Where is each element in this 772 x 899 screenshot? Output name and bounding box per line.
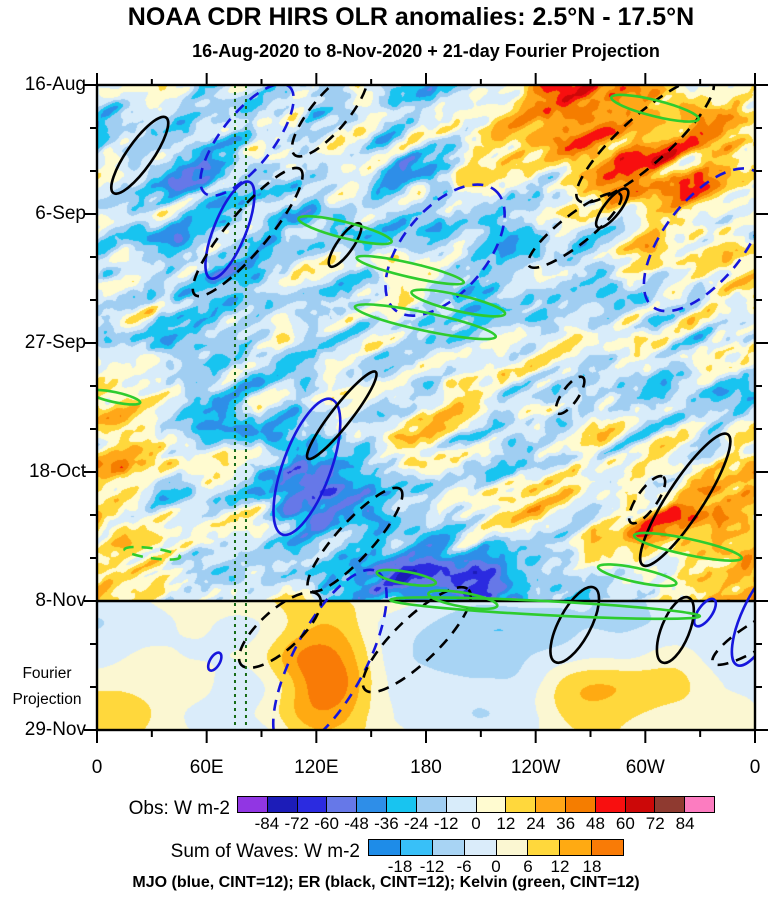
- colorbar-segment: [416, 797, 447, 812]
- sum-of-waves-colorbar: [368, 839, 624, 856]
- time-tick-label: 18-Oct: [28, 461, 86, 482]
- colorbar-tick-label: -36: [374, 814, 399, 833]
- colorbar-segment: [595, 797, 626, 812]
- colorbar-tick-label: -12: [433, 814, 459, 833]
- colorbar-segment: [536, 797, 566, 812]
- colorbar-tick-label: -72: [284, 814, 310, 833]
- colorbar-segment: [267, 797, 298, 812]
- colorbar-segment: [528, 840, 561, 855]
- chart-subtitle: 16-Aug-2020 to 8-Nov-2020 + 21-day Fouri…: [192, 41, 660, 61]
- colorbar-segment: [496, 840, 529, 855]
- colorbar-segment: [432, 840, 465, 855]
- time-tick-label: 8-Nov: [35, 590, 86, 611]
- time-tick-label: 29-Nov: [24, 719, 86, 740]
- colorbar-tick-label: 72: [645, 814, 665, 833]
- longitude-tick-label: 120E: [294, 757, 339, 778]
- colorbar-tick-label: 12: [550, 857, 570, 876]
- colorbar-tick-label: 12: [496, 814, 516, 833]
- colorbar-tick-label: -24: [403, 814, 429, 833]
- colorbar-segment: [446, 797, 477, 812]
- colorbar-tick-label: 0: [491, 857, 501, 876]
- page-title: NOAA CDR HIRS OLR anomalies: 2.5°N - 17.…: [127, 3, 695, 31]
- colorbar-tick-label: -12: [419, 857, 445, 876]
- colorbar-segment: [506, 797, 537, 812]
- time-tick-label: 27-Sep: [24, 332, 86, 353]
- colorbar-segment: [655, 797, 686, 812]
- colorbar-tick-label: -48: [344, 814, 369, 833]
- wave-legend-footnote: MJO (blue, CINT=12); ER (black, CINT=12)…: [132, 874, 640, 891]
- colorbar-tick-label: 84: [675, 814, 695, 833]
- colorbar-tick-label: 48: [586, 814, 605, 833]
- fourier-projection-label-line1: Fourier: [22, 665, 72, 682]
- colorbar-segment: [369, 840, 401, 855]
- colorbar-tick-label: 60: [615, 814, 635, 833]
- colorbar-tick-label: -84: [254, 814, 280, 833]
- hovmoller-anomaly-field: [97, 85, 755, 730]
- colorbar-tick-label: 0: [471, 814, 481, 833]
- sum-of-waves-colorbar-label: Sum of Waves: W m-2: [170, 841, 360, 862]
- colorbar-tick-label: -18: [387, 857, 413, 876]
- colorbar-segment: [297, 797, 328, 812]
- obs-colorbar-label: Obs: W m-2: [128, 798, 230, 819]
- longitude-tick-label: 60E: [189, 757, 224, 778]
- colorbar-segment: [238, 797, 268, 812]
- time-tick-label: 6-Sep: [35, 203, 86, 224]
- longitude-tick-label: 0: [749, 757, 761, 778]
- colorbar-segment: [565, 797, 596, 812]
- longitude-tick-label: 0: [91, 757, 103, 778]
- colorbar-segment: [560, 840, 593, 855]
- colorbar-tick-label: 36: [556, 814, 576, 833]
- colorbar-tick-label: -60: [314, 814, 339, 833]
- colorbar-segment: [685, 797, 714, 812]
- longitude-tick-label: 120W: [510, 757, 561, 778]
- longitude-tick-label: 180: [410, 757, 442, 778]
- colorbar-segment: [387, 797, 417, 812]
- colorbar-segment: [327, 797, 358, 812]
- fourier-projection-label: Fourier Projection: [0, 661, 94, 713]
- fourier-projection-label-line2: Projection: [12, 691, 82, 708]
- colorbar-tick-label: -6: [456, 857, 472, 876]
- colorbar-segment: [400, 840, 433, 855]
- colorbar-segment: [357, 797, 388, 812]
- colorbar-tick-label: 6: [523, 857, 533, 876]
- colorbar-segment: [476, 797, 507, 812]
- colorbar-segment: [592, 840, 623, 855]
- time-tick-label: 16-Aug: [24, 74, 86, 95]
- obs-colorbar: [237, 796, 715, 813]
- colorbar-segment: [464, 840, 497, 855]
- colorbar-tick-label: 24: [526, 814, 546, 833]
- colorbar-segment: [625, 797, 656, 812]
- colorbar-tick-label: 18: [582, 857, 602, 876]
- longitude-tick-label: 60W: [625, 757, 665, 778]
